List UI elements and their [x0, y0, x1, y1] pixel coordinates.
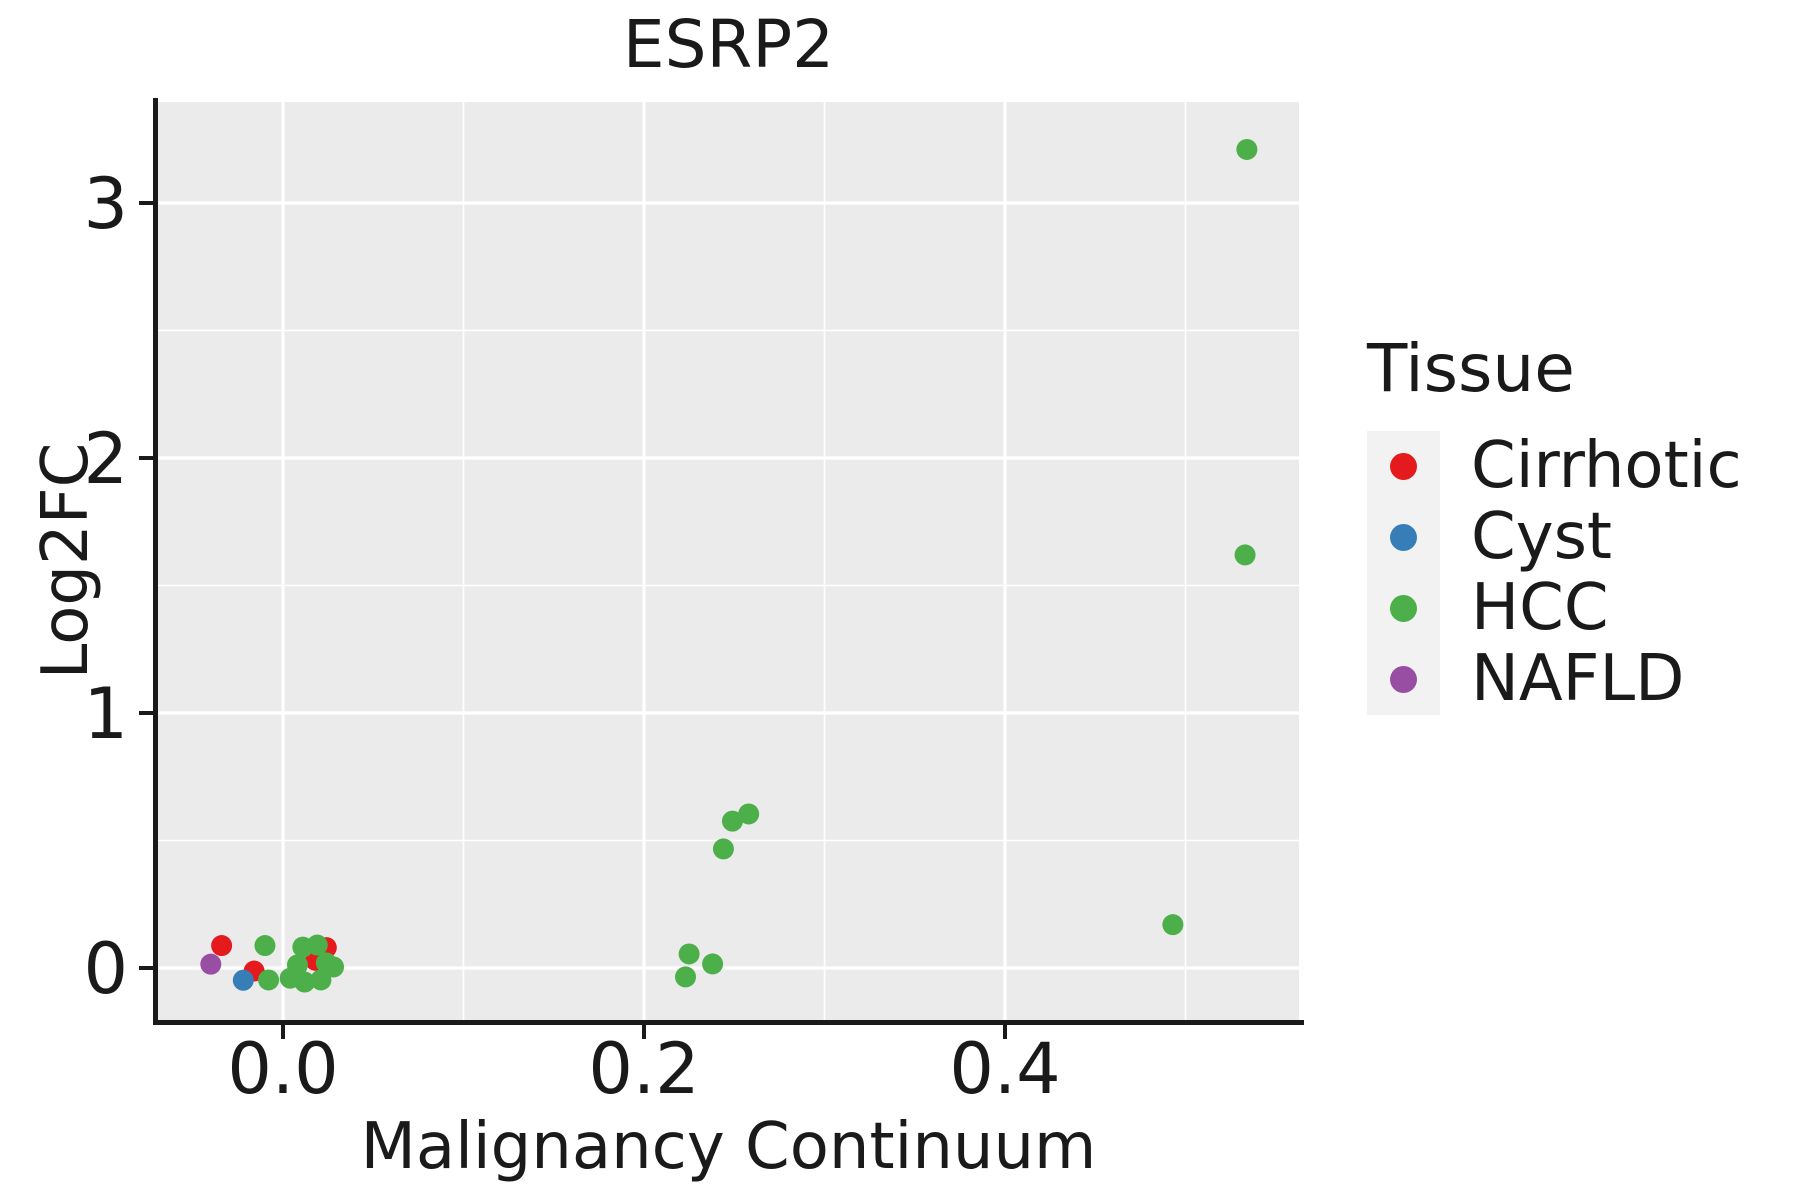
- legend-key: [1367, 431, 1440, 502]
- legend-item-cirrhotic: Cirrhotic: [1367, 431, 1742, 502]
- data-point-nafld: [200, 953, 222, 975]
- plot-panel: [158, 102, 1299, 1020]
- legend-label: Cirrhotic: [1471, 429, 1742, 503]
- legend-items: Cirrhotic Cyst HCC NAFLD: [1367, 431, 1742, 715]
- legend-dot-icon: [1390, 666, 1417, 693]
- data-point-hcc: [1236, 138, 1258, 160]
- data-point-hcc: [306, 934, 328, 956]
- y-axis-title: Log2FC: [29, 442, 103, 680]
- data-point-hcc: [323, 956, 345, 978]
- data-point-cirrhotic: [211, 935, 233, 957]
- y-tick-label: 1: [83, 673, 128, 755]
- legend-item-hcc: HCC: [1367, 573, 1742, 644]
- legend-dot-icon: [1390, 524, 1417, 551]
- legend-label: HCC: [1471, 571, 1609, 645]
- data-point-cyst: [232, 969, 254, 991]
- legend: Tissue Cirrhotic Cyst HCC NAFLD: [1367, 330, 1742, 715]
- y-tick-label: 2: [83, 418, 128, 500]
- data-point-hcc: [258, 969, 280, 991]
- x-tick-label: 0.0: [227, 1028, 338, 1110]
- data-point-hcc: [702, 953, 724, 975]
- data-point-hcc: [286, 954, 308, 976]
- legend-title: Tissue: [1367, 330, 1575, 407]
- legend-item-cyst: Cyst: [1367, 502, 1742, 573]
- data-point-hcc: [310, 969, 332, 991]
- x-tick-label: 0.4: [949, 1028, 1060, 1110]
- legend-key: [1367, 644, 1440, 715]
- y-tick-label: 0: [83, 928, 128, 1010]
- legend-key: [1367, 502, 1440, 573]
- legend-label: Cyst: [1471, 500, 1612, 574]
- y-tick-label: 3: [83, 163, 128, 245]
- legend-label: NAFLD: [1471, 642, 1685, 716]
- data-point-hcc: [254, 935, 276, 957]
- legend-dot-icon: [1390, 453, 1417, 480]
- data-point-hcc: [294, 971, 316, 993]
- data-point-hcc: [678, 943, 700, 965]
- data-point-hcc: [675, 966, 697, 988]
- data-point-hcc: [712, 838, 734, 860]
- legend-key: [1367, 573, 1440, 644]
- legend-dot-icon: [1390, 595, 1417, 622]
- x-axis-title: Malignancy Continuum: [360, 1110, 1097, 1184]
- legend-item-nafld: NAFLD: [1367, 644, 1742, 715]
- data-point-hcc: [721, 810, 743, 832]
- chart-title: ESRP2: [622, 6, 835, 83]
- data-point-hcc: [1162, 914, 1184, 936]
- data-point-hcc: [1234, 544, 1256, 566]
- data-point-hcc: [738, 803, 760, 825]
- x-tick-label: 0.2: [588, 1028, 699, 1110]
